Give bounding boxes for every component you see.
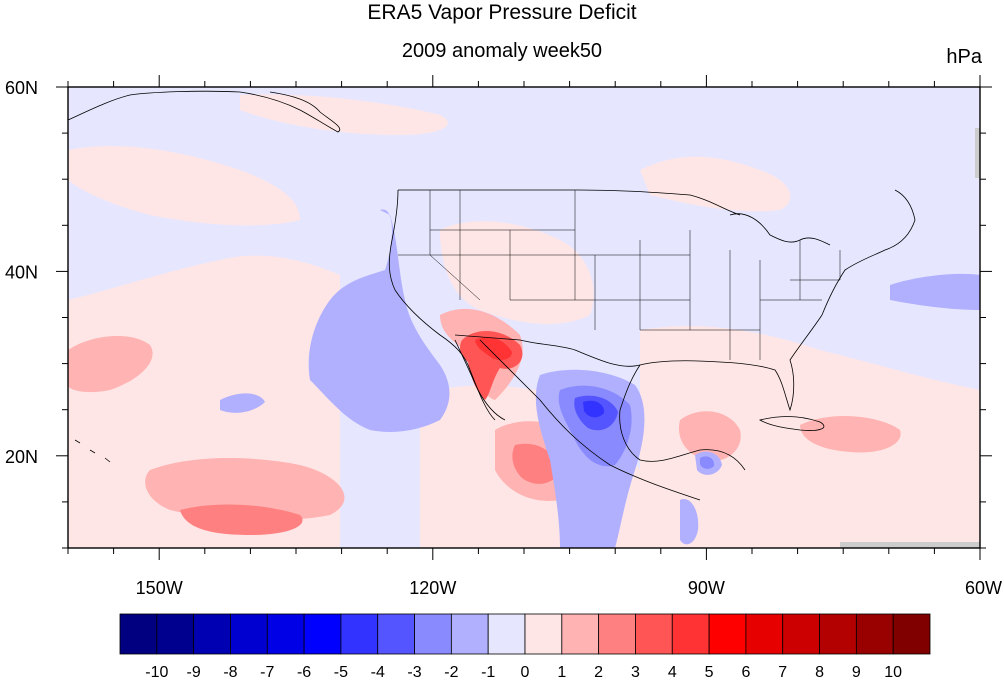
positive-region — [640, 156, 791, 212]
colorbar-label: 4 — [668, 664, 677, 681]
coastline — [479, 339, 701, 501]
colorbar-swatch — [119, 613, 158, 655]
lat-tick-label: 20N — [5, 447, 38, 467]
colorbar-label: -5 — [334, 664, 348, 681]
colorbar-label: -10 — [145, 664, 168, 681]
lon-tick-label: 150W — [136, 578, 183, 598]
colorbar-label: -7 — [260, 664, 274, 681]
strong-positive-region — [475, 337, 512, 360]
map-subtitle: 2009 anomaly week50 — [401, 40, 603, 62]
moderate-negative-region — [700, 456, 715, 469]
map-title: ERA5 Vapor Pressure Deficit — [367, 1, 637, 24]
coastline — [821, 189, 916, 316]
coastline — [729, 213, 831, 246]
coastline — [619, 364, 746, 471]
colorbar-swatch — [855, 613, 894, 655]
colorbar-swatch — [708, 613, 747, 655]
positive-region — [240, 94, 448, 135]
colorbar-label: 6 — [741, 664, 750, 681]
moderate-positive-region — [800, 415, 901, 453]
colorbar-label: 3 — [631, 664, 640, 681]
colorbar-label: -8 — [223, 664, 237, 681]
missing-data-patch — [840, 542, 980, 548]
positive-region — [68, 146, 300, 226]
colorbar-swatch — [745, 613, 784, 655]
negative-region — [890, 273, 980, 310]
colorbar-swatch — [524, 613, 563, 655]
coastline — [388, 189, 496, 421]
colorbar-label: 7 — [778, 664, 787, 681]
boundaries — [68, 90, 916, 501]
moderate-positive-region — [678, 411, 741, 461]
colorbar-swatch — [230, 613, 268, 655]
colorbar-label: -9 — [187, 664, 201, 681]
units-label: hPa — [946, 46, 982, 68]
colorbar-label: 10 — [884, 664, 902, 681]
colorbar-swatch — [671, 613, 710, 655]
coastline — [68, 90, 341, 133]
moderate-positive-region — [180, 504, 303, 535]
strong-negative-region — [583, 400, 605, 418]
colorbar-swatch — [266, 613, 305, 655]
colorbar-swatch — [156, 613, 195, 655]
colorbar-label: -1 — [481, 664, 495, 681]
negative-region — [308, 209, 450, 432]
lon-tick-label: 60W — [965, 578, 1002, 598]
colorbar-swatch — [303, 613, 342, 655]
colorbar-swatch — [377, 613, 415, 655]
colorbar-swatch — [414, 613, 452, 655]
colorbar-swatch — [561, 613, 600, 655]
lat-tick-label: 60N — [5, 78, 38, 98]
colorbar-swatch — [782, 613, 820, 655]
lon-tick-label: 120W — [409, 578, 456, 598]
colorbar-label: 5 — [705, 664, 714, 681]
coastline — [639, 314, 823, 412]
colorbar-label: 2 — [594, 664, 603, 681]
colorbar-label: -4 — [371, 664, 385, 681]
colorbar-label: 0 — [521, 664, 530, 681]
state-border — [454, 334, 641, 367]
anomaly-field — [68, 87, 980, 548]
colorbar-label: 1 — [557, 664, 566, 681]
colorbar — [119, 613, 931, 655]
colorbar-swatch — [635, 613, 673, 655]
coastline — [758, 416, 825, 431]
state-border — [398, 189, 741, 216]
colorbar-swatch — [340, 613, 379, 655]
colorbar-label: -3 — [407, 664, 421, 681]
negative-region — [220, 393, 265, 413]
colorbar-swatch — [193, 613, 231, 655]
coastline — [74, 439, 111, 463]
missing-data-patch — [975, 128, 980, 178]
coastline — [454, 339, 506, 421]
colorbar-labels: -10 -9 -8 -7 -6 -5 -4 -3 -2 -1 0 1 2 3 4 5 6 7 8 9 10 — [145, 664, 902, 681]
axis-labels: 150W 120W 90W 60W 60N 40N 20N — [5, 78, 1002, 598]
colorbar-label: -2 — [444, 664, 458, 681]
colorbar-swatch — [892, 613, 931, 655]
negative-region — [680, 499, 699, 545]
lat-tick-label: 40N — [5, 262, 38, 282]
colorbar-swatch — [450, 613, 489, 655]
colorbar-label: -6 — [297, 664, 311, 681]
colorbar-label: 8 — [815, 664, 824, 681]
moderate-positive-region — [68, 335, 153, 393]
tick-marks — [56, 75, 992, 560]
state-border — [398, 190, 841, 360]
moderate-positive-region — [145, 458, 345, 521]
colorbar-label: 9 — [852, 664, 861, 681]
colorbar-swatch — [819, 613, 857, 655]
lon-tick-label: 90W — [688, 578, 725, 598]
colorbar-swatch — [487, 613, 526, 655]
colorbar-swatch — [598, 613, 636, 655]
